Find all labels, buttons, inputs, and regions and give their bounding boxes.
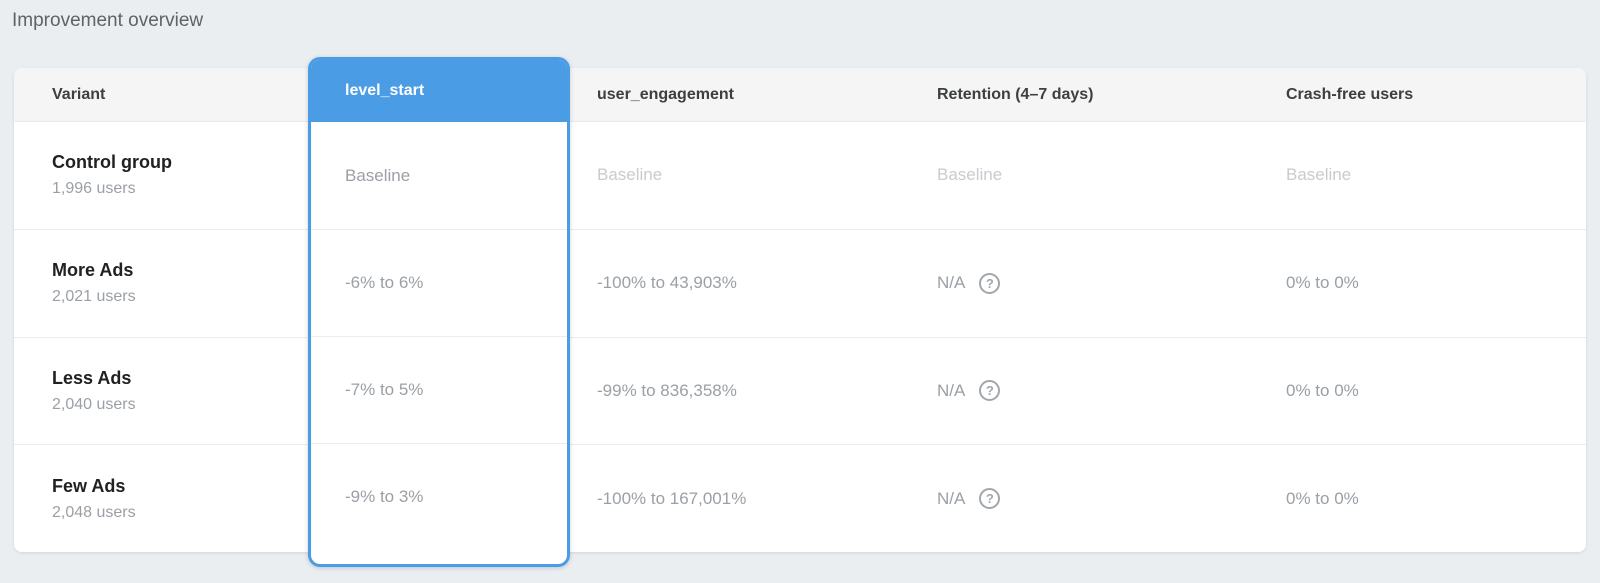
help-circle-icon[interactable]: ?: [979, 380, 1001, 402]
crash-free-cell: Baseline: [1286, 165, 1352, 185]
variant-cell: Less Ads 2,040 users: [14, 368, 308, 414]
variant-cell: Few Ads 2,048 users: [14, 476, 308, 522]
variant-name: Less Ads: [52, 367, 132, 388]
column-header-crash-free[interactable]: Crash-free users: [1286, 85, 1414, 103]
retention-cell: N/A ?: [910, 380, 1250, 402]
table-row-less-ads: Less Ads 2,040 users -99% to 836,358% N/…: [14, 336, 1586, 445]
variant-user-count: 2,048 users: [52, 503, 136, 521]
column-header-user-engagement[interactable]: user_engagement: [597, 85, 734, 103]
page-title: Improvement overview: [12, 10, 204, 31]
crash-free-cell: 0% to 0%: [1286, 273, 1359, 293]
user-engagement-cell: -99% to 836,358%: [597, 380, 737, 400]
user-engagement-cell: -100% to 167,001%: [597, 488, 747, 508]
help-circle-icon[interactable]: ?: [979, 272, 1001, 294]
user-engagement-cell: -100% to 43,903%: [597, 273, 737, 293]
table-header-row: Variant user_engagement Retention (4–7 d…: [14, 68, 1586, 122]
column-header-variant[interactable]: Variant: [52, 85, 106, 103]
retention-cell: N/A ?: [910, 272, 1250, 294]
crash-free-cell: 0% to 0%: [1286, 488, 1359, 508]
retention-value: N/A: [937, 380, 966, 400]
selected-metric-column: level_start Baseline -6% to 6% -7% to 5%…: [308, 57, 570, 567]
variant-name: Control group: [52, 152, 172, 173]
table-row-control-group: Control group 1,996 users Baseline Basel…: [14, 122, 1586, 229]
table-row-more-ads: More Ads 2,021 users -100% to 43,903% N/…: [14, 228, 1586, 337]
user-engagement-cell: Baseline: [597, 165, 663, 185]
table-body: Control group 1,996 users Baseline Basel…: [14, 122, 1586, 552]
retention-cell: Baseline: [910, 165, 1250, 185]
variant-user-count: 2,021 users: [52, 288, 136, 306]
level-start-cell: Baseline: [311, 122, 567, 229]
column-header-retention[interactable]: Retention (4–7 days): [937, 85, 1094, 103]
retention-value: N/A: [937, 488, 966, 508]
retention-value: Baseline: [937, 165, 1003, 185]
variant-cell: Control group 1,996 users: [14, 152, 308, 198]
improvement-overview-table: Variant user_engagement Retention (4–7 d…: [14, 57, 1586, 567]
column-header-level-start[interactable]: level_start: [311, 60, 567, 122]
variant-user-count: 2,040 users: [52, 395, 136, 413]
retention-cell: N/A ?: [910, 488, 1250, 510]
table-row-few-ads: Few Ads 2,048 users -100% to 167,001% N/…: [14, 444, 1586, 552]
table-card: Variant user_engagement Retention (4–7 d…: [14, 68, 1586, 552]
help-circle-icon[interactable]: ?: [979, 488, 1001, 510]
level-start-cell: -9% to 3%: [311, 443, 567, 550]
retention-value: N/A: [937, 273, 966, 293]
variant-user-count: 1,996 users: [52, 180, 136, 198]
level-start-cell: -6% to 6%: [311, 229, 567, 336]
variant-cell: More Ads 2,021 users: [14, 260, 308, 306]
crash-free-cell: 0% to 0%: [1286, 380, 1359, 400]
variant-name: Few Ads: [52, 475, 126, 496]
level-start-cell: -7% to 5%: [311, 336, 567, 443]
variant-name: More Ads: [52, 260, 134, 281]
